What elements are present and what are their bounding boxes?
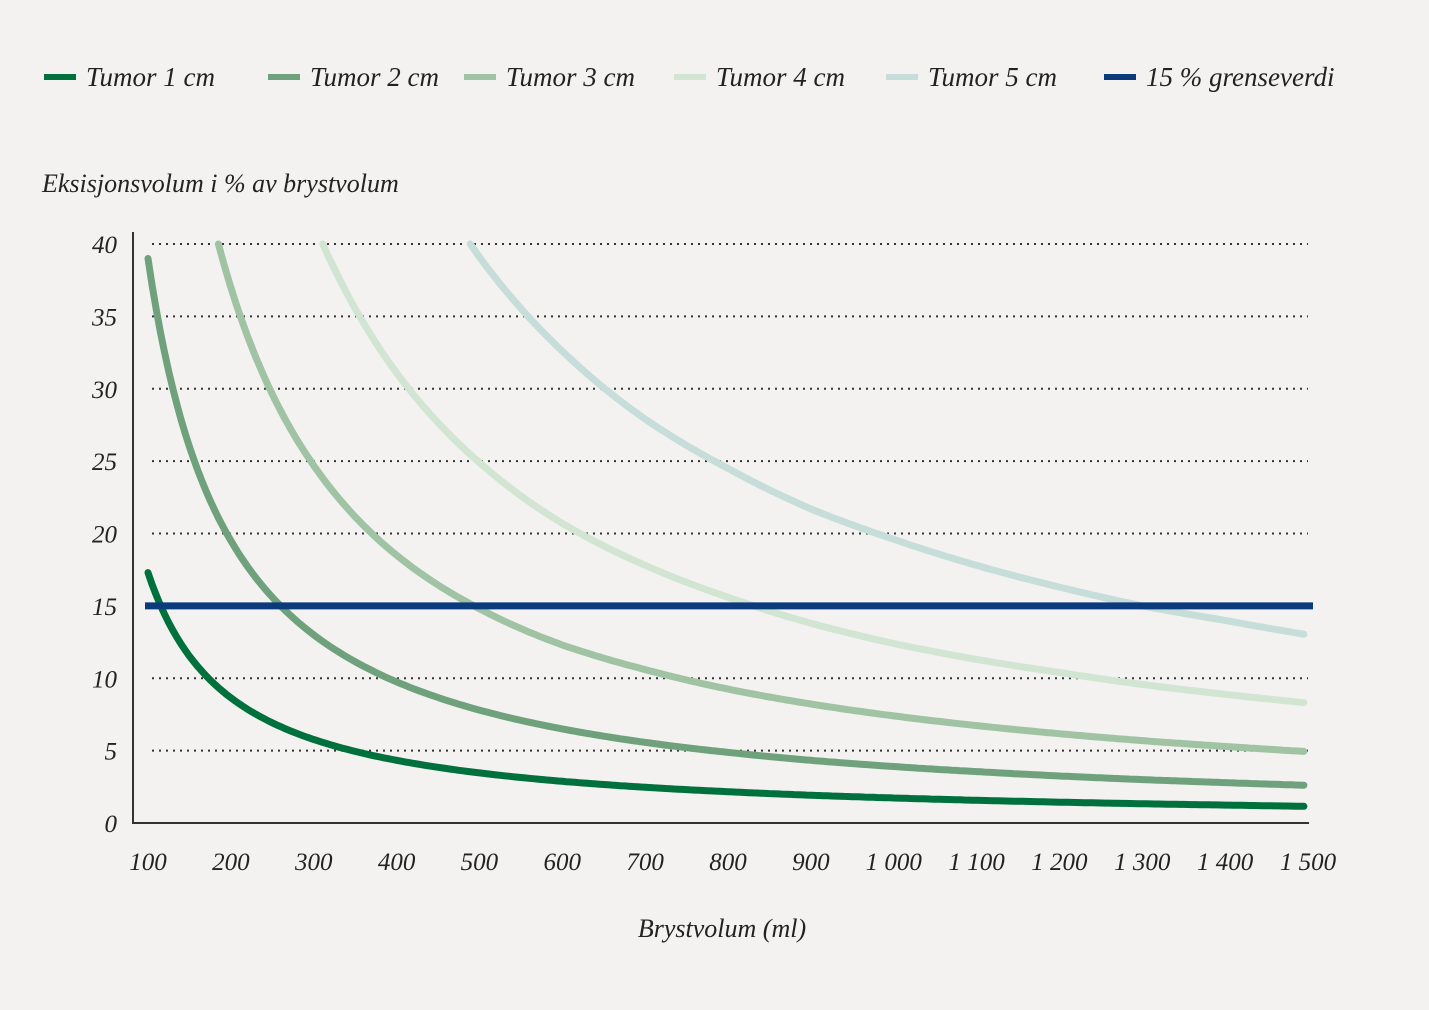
legend-item: Tumor 4 cm bbox=[674, 62, 845, 92]
legend-label: Tumor 2 cm bbox=[310, 62, 439, 92]
series-line-tumor-3cm bbox=[214, 240, 1308, 755]
legend-item: 15 % grenseverdi bbox=[1104, 62, 1334, 92]
x-tick-label: 900 bbox=[792, 849, 830, 876]
x-tick-label: 600 bbox=[544, 849, 582, 876]
gridlines bbox=[152, 243, 1308, 752]
legend: Tumor 1 cm Tumor 2 cm Tumor 3 cm Tumor 4 cm… bbox=[44, 62, 1334, 92]
x-ticks: 100 200 300 400 500 600 700 800 900 1 000 1 100 1 2… bbox=[129, 849, 1336, 876]
x-tick-label: 300 bbox=[294, 849, 333, 876]
legend-item: Tumor 5 cm bbox=[886, 62, 1057, 92]
y-tick-label: 20 bbox=[92, 522, 118, 549]
x-tick-label: 1 300 bbox=[1114, 849, 1171, 876]
y-tick-label: 0 bbox=[105, 811, 118, 838]
legend-item: Tumor 1 cm bbox=[44, 62, 215, 92]
y-tick-label: 30 bbox=[91, 377, 118, 404]
x-tick-label: 1 400 bbox=[1197, 849, 1254, 876]
x-tick-label: 1 000 bbox=[866, 849, 923, 876]
y-tick-label: 15 bbox=[92, 594, 117, 621]
legend-label: Tumor 5 cm bbox=[928, 62, 1057, 92]
y-tick-label: 40 bbox=[92, 232, 118, 259]
series-line-tumor-5cm bbox=[466, 240, 1308, 638]
legend-label: 15 % grenseverdi bbox=[1146, 62, 1334, 92]
series-line-tumor-2cm bbox=[144, 255, 1308, 789]
y-tick-label: 10 bbox=[92, 666, 118, 693]
y-tick-label: 35 bbox=[91, 304, 117, 331]
y-tick-label: 5 bbox=[105, 739, 118, 766]
legend-label: Tumor 3 cm bbox=[506, 62, 635, 92]
legend-label: Tumor 4 cm bbox=[716, 62, 845, 92]
y-tick-label: 25 bbox=[92, 449, 117, 476]
y-axis-label: Eksisjonsvolum i % av brystvolum bbox=[41, 169, 399, 198]
x-tick-label: 800 bbox=[709, 849, 747, 876]
x-tick-label: 1 100 bbox=[948, 849, 1005, 876]
x-tick-label: 100 bbox=[129, 849, 167, 876]
x-tick-label: 1 200 bbox=[1031, 849, 1088, 876]
x-axis-label: Brystvolum (ml) bbox=[638, 914, 806, 943]
series-lines bbox=[144, 240, 1308, 810]
x-tick-label: 500 bbox=[461, 849, 499, 876]
series-line-tumor-1cm bbox=[144, 569, 1308, 810]
legend-label: Tumor 1 cm bbox=[86, 62, 215, 92]
x-tick-label: 400 bbox=[378, 849, 416, 876]
legend-item: Tumor 3 cm bbox=[464, 62, 635, 92]
series-line-tumor-4cm bbox=[319, 240, 1308, 707]
x-tick-label: 1 500 bbox=[1280, 849, 1337, 876]
x-tick-label: 700 bbox=[626, 849, 664, 876]
y-ticks: 0 5 10 15 20 25 30 35 40 bbox=[91, 232, 118, 838]
legend-item: Tumor 2 cm bbox=[268, 62, 439, 92]
x-tick-label: 200 bbox=[212, 849, 250, 876]
